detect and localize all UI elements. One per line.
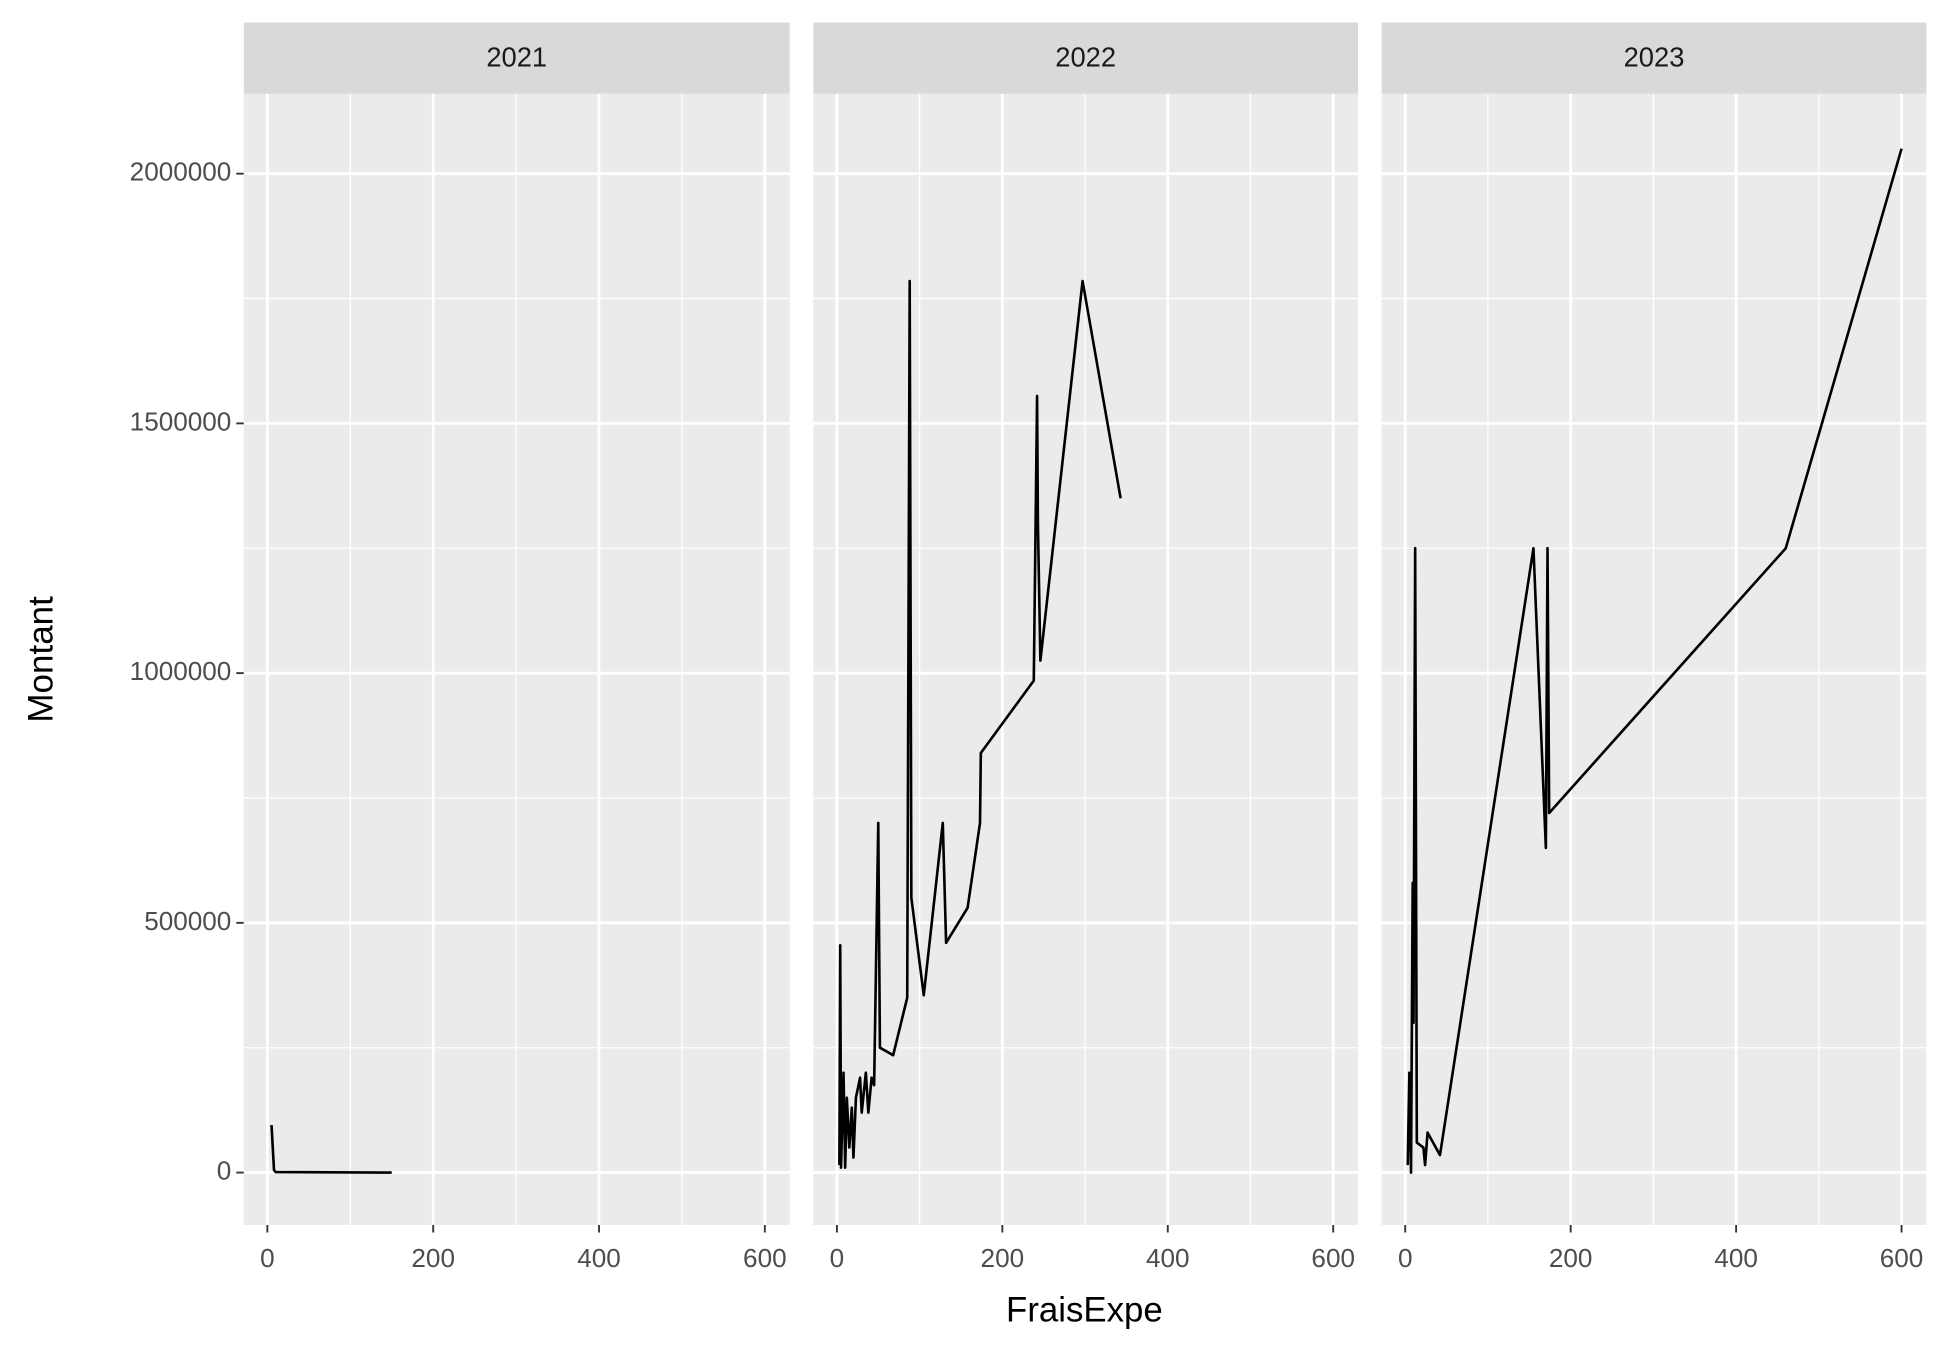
x-tick-label: 400	[577, 1243, 621, 1273]
y-axis-title: Montant	[22, 596, 61, 723]
data-line	[270, 1125, 392, 1174]
y-tick-label: 500000	[144, 906, 231, 936]
x-axis-title: FraisExpe	[1006, 1291, 1163, 1330]
x-tick-label: 600	[1311, 1243, 1355, 1273]
strip-label: 2021	[486, 42, 547, 73]
y-tick-label: 2000000	[130, 157, 232, 187]
data-line	[838, 279, 1122, 1169]
x-tick-label: 200	[1549, 1243, 1593, 1273]
x-tick-label: 400	[1146, 1243, 1190, 1273]
strip-label: 2023	[1624, 42, 1685, 73]
strip-background	[243, 22, 790, 94]
x-tick-label: 0	[830, 1243, 845, 1273]
x-tick-label: 200	[411, 1243, 455, 1273]
y-tick-label: 1000000	[130, 656, 232, 686]
strip-label: 2022	[1055, 42, 1116, 73]
x-tick-label: 0	[260, 1243, 275, 1273]
data-line	[1406, 148, 1903, 1174]
x-tick-label: 200	[981, 1243, 1025, 1273]
x-tick-label: 0	[1398, 1243, 1413, 1273]
strip-background	[1381, 22, 1927, 94]
y-tick-label: 1500000	[130, 406, 232, 436]
strip-background	[813, 22, 1359, 94]
x-tick-label: 600	[743, 1243, 787, 1273]
y-tick-label: 0	[217, 1155, 232, 1185]
x-tick-label: 600	[1880, 1243, 1924, 1273]
x-tick-label: 400	[1714, 1243, 1758, 1273]
